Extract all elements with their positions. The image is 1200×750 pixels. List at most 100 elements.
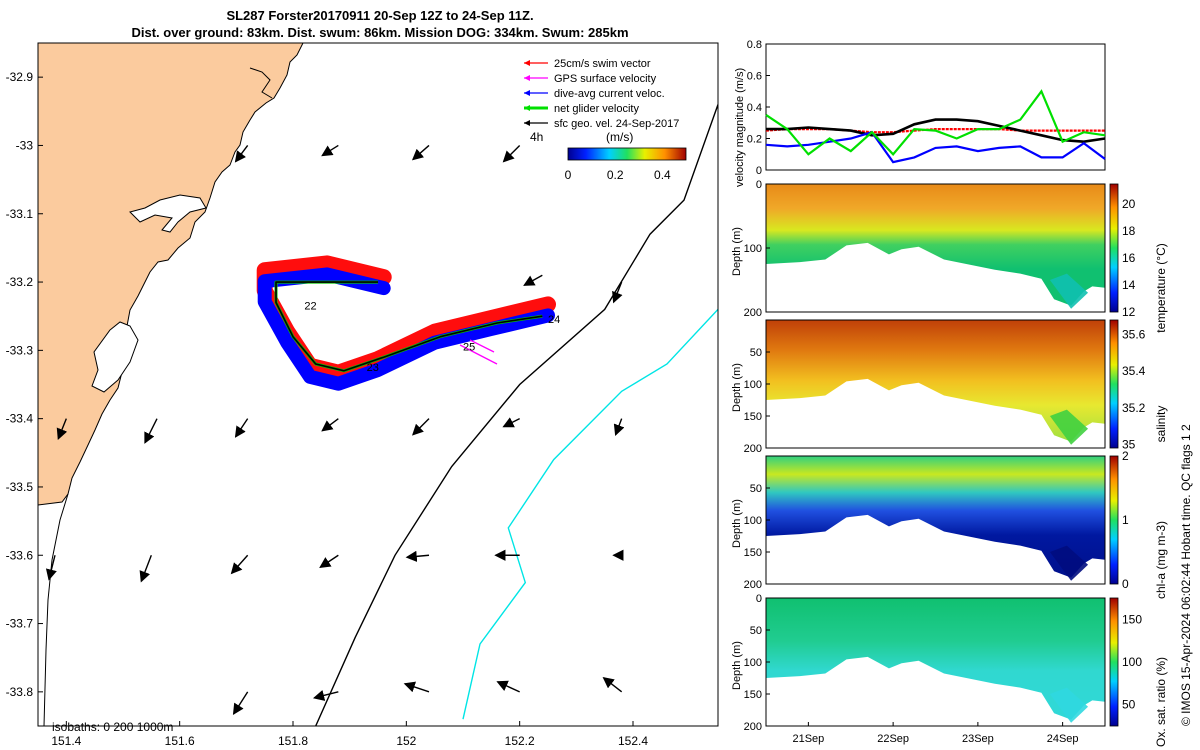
depth-axis-label: Depth (m) (731, 641, 743, 690)
current-vector-arrow (234, 418, 249, 438)
day-label: 23 (367, 362, 379, 374)
depth-tick-label: 200 (744, 443, 762, 455)
time-scale-label: 4h (530, 130, 543, 144)
legend-arrowhead (524, 105, 530, 111)
map-lat-ticks: -32.9 -33 -33.1 -33.2 -33.3 -33.4 -33.5 -33.6 -3… (6, 70, 43, 699)
section-deep-patch (1049, 273, 1089, 309)
velocity-tick-label: 0.2 (747, 134, 762, 146)
speed-tick-label: 0.2 (607, 168, 624, 182)
colorbar-tick-label: 100 (1122, 655, 1142, 669)
colorbar-tick-label: 2 (1122, 449, 1129, 463)
colorbar-tick-label: 35.4 (1122, 364, 1146, 378)
colorbar-tick-label: 150 (1122, 612, 1142, 626)
section-colorbar (1109, 455, 1119, 585)
legend-label: 25cm/s swim vector (554, 58, 651, 70)
lon-tick-label: 151.8 (278, 734, 308, 748)
current-vector-arrow (602, 676, 623, 693)
lat-tick-label: -33.7 (6, 617, 34, 631)
colorbar-label: chl-a (mg m-3) (1154, 521, 1168, 599)
gps-surface-velocity (469, 339, 495, 353)
depth-tick-label: 150 (744, 547, 762, 559)
map-frame (37, 42, 719, 727)
colorbar-unit: (m/s) (606, 130, 633, 144)
estuary-inlet (249, 67, 273, 99)
current-vector-arrow (312, 690, 339, 701)
isobath-0m (43, 493, 69, 726)
lake-west (91, 321, 139, 393)
current-vectors (45, 144, 625, 716)
colorbar-tick-label: 50 (1122, 698, 1136, 712)
depth-axis-label: Depth (m) (731, 499, 743, 548)
section-field (766, 320, 1105, 442)
glider-track (256, 255, 556, 391)
lat-tick-label: -33.2 (6, 275, 34, 289)
depth-tick-label: 100 (744, 657, 762, 669)
map-legend: 25cm/s swim vector GPS surface velocity di… (524, 58, 679, 130)
depth-tick-label: 200 (744, 579, 762, 591)
current-vector-arrow (56, 418, 68, 440)
legend-arrowhead (524, 120, 530, 126)
current-vector-arrow (230, 554, 249, 575)
section-deep-patch (1049, 687, 1089, 723)
speed-colorbar-ticks: 0 0.2 0.4 (565, 168, 671, 182)
depth-tick-label: 200 (744, 721, 762, 733)
figure-title: SL287 Forster20170911 20-Sep 12Z to 24-S… (226, 8, 534, 23)
colorbar-tick-label: 12 (1122, 305, 1136, 319)
map-lon-ticks: 151.4 151.6 151.8 152 152.2 152.4 (51, 721, 648, 748)
lon-tick-label: 151.4 (51, 734, 81, 748)
credit-text: © IMOS 15-Apr-2024 06:02:44 Hobart time.… (1179, 424, 1193, 726)
depth-tick-label: 100 (744, 243, 762, 255)
legend-arrowhead (524, 90, 530, 96)
colorbar-label: temperature (°C) (1154, 243, 1168, 333)
date-tick-label: 23Sep (962, 733, 994, 745)
depth-tick-label: 100 (744, 515, 762, 527)
current-vector-arrow (502, 417, 520, 428)
depth-axis-label: Depth (m) (731, 227, 743, 276)
velocity-tick-label: 0.4 (747, 102, 762, 114)
legend-label: GPS surface velocity (554, 73, 657, 85)
colorbar-tick-label: 35.2 (1122, 401, 1146, 415)
lat-tick-label: -33.1 (6, 207, 34, 221)
velocity-tick-label: 0.6 (747, 71, 762, 83)
current-vector-arrow (502, 144, 521, 163)
isobaths-label: isobaths: 0 200 1000m (52, 720, 173, 734)
section-colorbar (1109, 597, 1119, 727)
legend-label: dive-avg current veloc. (554, 88, 665, 100)
current-vector-arrow (232, 691, 249, 716)
current-vector-arrow (613, 418, 625, 436)
depth-tick-label: 50 (750, 625, 762, 637)
speed-tick-label: 0 (565, 168, 572, 182)
date-tick-label: 21Sep (792, 733, 824, 745)
lat-tick-label: -33.3 (6, 343, 34, 357)
legend-label: sfc geo. vel. 24-Sep-2017 (554, 118, 679, 130)
depth-tick-label: 50 (750, 347, 762, 359)
colorbar-label: salinity (1154, 406, 1168, 443)
colorbar-label: Ox. sat. ratio (%) (1154, 657, 1168, 747)
current-vector-arrow (234, 145, 249, 163)
day-label: 24 (548, 314, 560, 326)
depth-tick-label: 200 (744, 307, 762, 319)
colorbar-tick-label: 14 (1122, 278, 1136, 292)
figure-subtitle: Dist. over ground: 83km. Dist. swum: 86k… (131, 25, 629, 40)
current-vector-arrow (523, 274, 543, 286)
current-vector-arrow (405, 550, 430, 562)
colorbar-tick-label: 18 (1122, 224, 1136, 238)
depth-tick-label: 100 (744, 379, 762, 391)
dive-avg-current-band (257, 267, 555, 391)
lon-tick-label: 152 (396, 734, 416, 748)
colorbar-tick-label: 35.6 (1122, 328, 1146, 342)
velocity-frame (765, 43, 1106, 171)
depth-tick-label: 50 (750, 483, 762, 495)
day-label: 25 (463, 341, 475, 353)
section-field (766, 598, 1105, 720)
legend-arrowhead (524, 75, 530, 81)
current-vector-arrow (612, 281, 623, 304)
speed-tick-label: 0.4 (654, 168, 671, 182)
section-field (766, 184, 1105, 306)
colorbar-tick-label: 35 (1122, 437, 1136, 451)
date-tick-label: 24Sep (1047, 733, 1079, 745)
legend-label: net glider velocity (554, 103, 639, 115)
colorbar-tick-label: 16 (1122, 251, 1136, 265)
lat-tick-label: -33 (16, 138, 34, 152)
